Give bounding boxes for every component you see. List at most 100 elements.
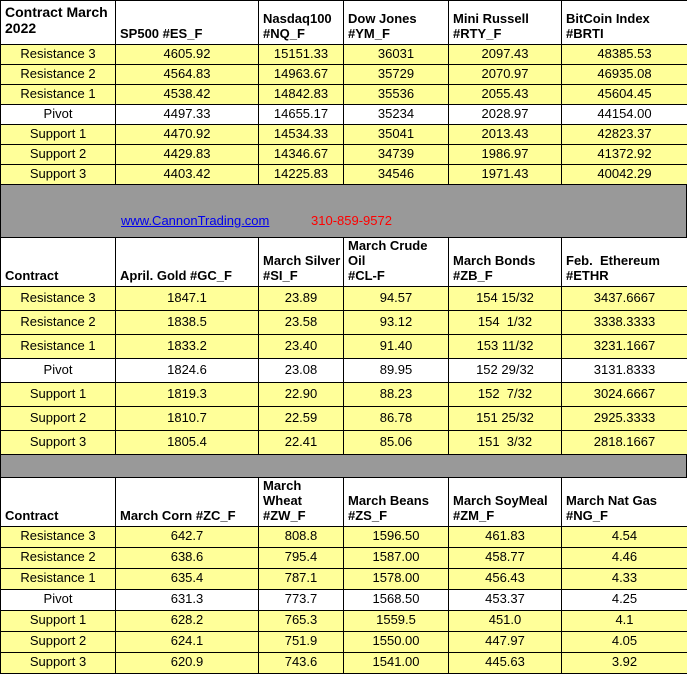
value-cell: 2013.43 <box>449 125 562 145</box>
value-cell: 787.1 <box>259 568 344 589</box>
row-label: Support 3 <box>1 165 116 185</box>
value-cell: 2070.97 <box>449 65 562 85</box>
value-cell: 89.95 <box>344 358 449 382</box>
value-cell: 22.90 <box>259 382 344 406</box>
value-cell: 85.06 <box>344 430 449 454</box>
value-cell: 91.40 <box>344 334 449 358</box>
value-cell: 451.0 <box>449 610 562 631</box>
row-label: Pivot <box>1 105 116 125</box>
value-cell: 1810.7 <box>116 406 259 430</box>
value-cell: 94.57 <box>344 286 449 310</box>
value-cell: 458.77 <box>449 547 562 568</box>
value-cell: 23.08 <box>259 358 344 382</box>
corner-label: Contract <box>1 477 116 526</box>
column-header: March Nat Gas #NG_F <box>562 477 687 526</box>
value-cell: 14225.83 <box>259 165 344 185</box>
value-cell: 4538.42 <box>116 85 259 105</box>
column-header: March Corn #ZC_F <box>116 477 259 526</box>
row-label: Pivot <box>1 358 116 382</box>
value-cell: 1541.00 <box>344 652 449 673</box>
value-cell: 1568.50 <box>344 589 449 610</box>
value-cell: 2818.1667 <box>562 430 687 454</box>
value-cell: 46935.08 <box>562 65 687 85</box>
column-header: March Silver #SI_F <box>259 238 344 287</box>
value-cell: 1596.50 <box>344 526 449 547</box>
value-cell: 23.89 <box>259 286 344 310</box>
value-cell: 1971.43 <box>449 165 562 185</box>
row-label: Resistance 2 <box>1 65 116 85</box>
value-cell: 14346.67 <box>259 145 344 165</box>
value-cell: 1833.2 <box>116 334 259 358</box>
value-cell: 1578.00 <box>344 568 449 589</box>
value-cell: 1824.6 <box>116 358 259 382</box>
value-cell: 151 3/32 <box>449 430 562 454</box>
value-cell: 152 29/32 <box>449 358 562 382</box>
row-label: Support 3 <box>1 430 116 454</box>
value-cell: 808.8 <box>259 526 344 547</box>
website-link[interactable]: www.CannonTrading.com <box>121 213 269 228</box>
value-cell: 44154.00 <box>562 105 687 125</box>
row-label: Support 1 <box>1 125 116 145</box>
value-cell: 1559.5 <box>344 610 449 631</box>
value-cell: 3231.1667 <box>562 334 687 358</box>
row-label: Resistance 1 <box>1 85 116 105</box>
separator-band <box>0 455 687 477</box>
value-cell: 1587.00 <box>344 547 449 568</box>
column-header: March Crude Oil #CL-F <box>344 238 449 287</box>
value-cell: 638.6 <box>116 547 259 568</box>
column-header: March Beans #ZS_F <box>344 477 449 526</box>
row-label: Resistance 2 <box>1 310 116 334</box>
value-cell: 2097.43 <box>449 45 562 65</box>
value-cell: 4.33 <box>562 568 687 589</box>
value-cell: 14655.17 <box>259 105 344 125</box>
row-label: Support 2 <box>1 406 116 430</box>
row-label: Resistance 1 <box>1 568 116 589</box>
value-cell: 88.23 <box>344 382 449 406</box>
value-cell: 22.59 <box>259 406 344 430</box>
value-cell: 453.37 <box>449 589 562 610</box>
value-cell: 3338.3333 <box>562 310 687 334</box>
column-header: March Wheat #ZW_F <box>259 477 344 526</box>
value-cell: 4470.92 <box>116 125 259 145</box>
column-header: March Bonds #ZB_F <box>449 238 562 287</box>
value-cell: 4564.83 <box>116 65 259 85</box>
value-cell: 4.54 <box>562 526 687 547</box>
separator-banner: www.CannonTrading.com 310-859-9572 <box>0 185 687 237</box>
value-cell: 3024.6667 <box>562 382 687 406</box>
value-cell: 1550.00 <box>344 631 449 652</box>
value-cell: 445.63 <box>449 652 562 673</box>
value-cell: 4497.33 <box>116 105 259 125</box>
value-cell: 4.1 <box>562 610 687 631</box>
value-cell: 14963.67 <box>259 65 344 85</box>
value-cell: 36031 <box>344 45 449 65</box>
value-cell: 154 15/32 <box>449 286 562 310</box>
value-cell: 743.6 <box>259 652 344 673</box>
value-cell: 151 25/32 <box>449 406 562 430</box>
value-cell: 35729 <box>344 65 449 85</box>
value-cell: 642.7 <box>116 526 259 547</box>
column-header: Nasdaq100 #NQ_F <box>259 1 344 45</box>
value-cell: 2028.97 <box>449 105 562 125</box>
row-label: Support 1 <box>1 610 116 631</box>
value-cell: 461.83 <box>449 526 562 547</box>
row-label: Resistance 3 <box>1 45 116 65</box>
value-cell: 4.25 <box>562 589 687 610</box>
value-cell: 35234 <box>344 105 449 125</box>
